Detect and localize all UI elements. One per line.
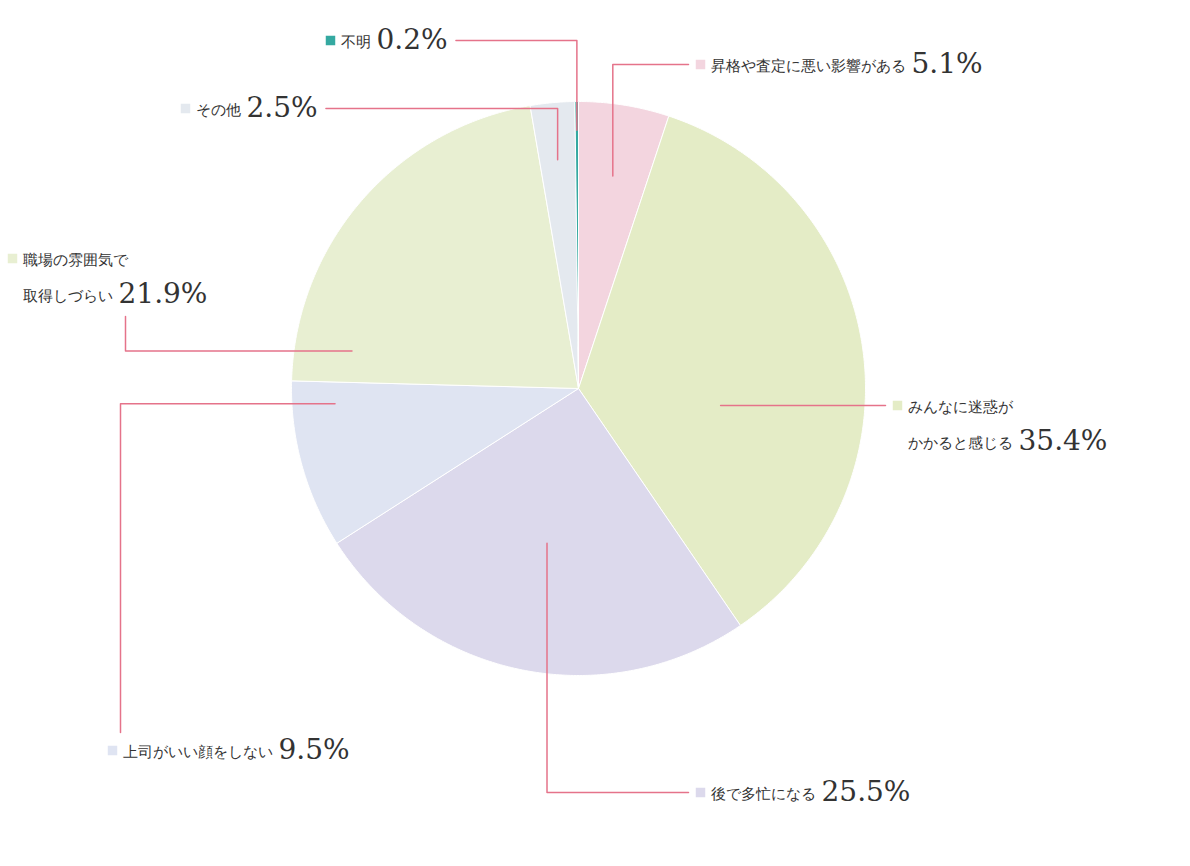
svg-text:職場の雰囲気で: 職場の雰囲気で xyxy=(23,251,129,269)
svg-text:昇格や査定に悪い影響がある: 昇格や査定に悪い影響がある xyxy=(711,57,906,75)
svg-text:みんなに迷惑が: みんなに迷惑が xyxy=(908,398,1014,416)
svg-text:その他: その他 xyxy=(196,101,241,119)
svg-text:9.5%: 9.5% xyxy=(279,733,350,766)
svg-text:2.5%: 2.5% xyxy=(247,91,318,124)
svg-text:21.9%: 21.9% xyxy=(119,277,208,310)
svg-text:5.1%: 5.1% xyxy=(912,47,983,80)
svg-text:不明: 不明 xyxy=(341,33,371,51)
svg-text:かかると感じる: かかると感じる xyxy=(908,434,1013,452)
svg-text:25.5%: 25.5% xyxy=(822,775,911,808)
svg-text:上司がいい顔をしない: 上司がいい顔をしない xyxy=(123,743,273,761)
svg-text:取得しづらい: 取得しづらい xyxy=(23,287,113,305)
svg-text:0.2%: 0.2% xyxy=(377,23,448,56)
svg-text:35.4%: 35.4% xyxy=(1019,424,1108,457)
svg-text:後で多忙になる: 後で多忙になる xyxy=(711,785,816,803)
